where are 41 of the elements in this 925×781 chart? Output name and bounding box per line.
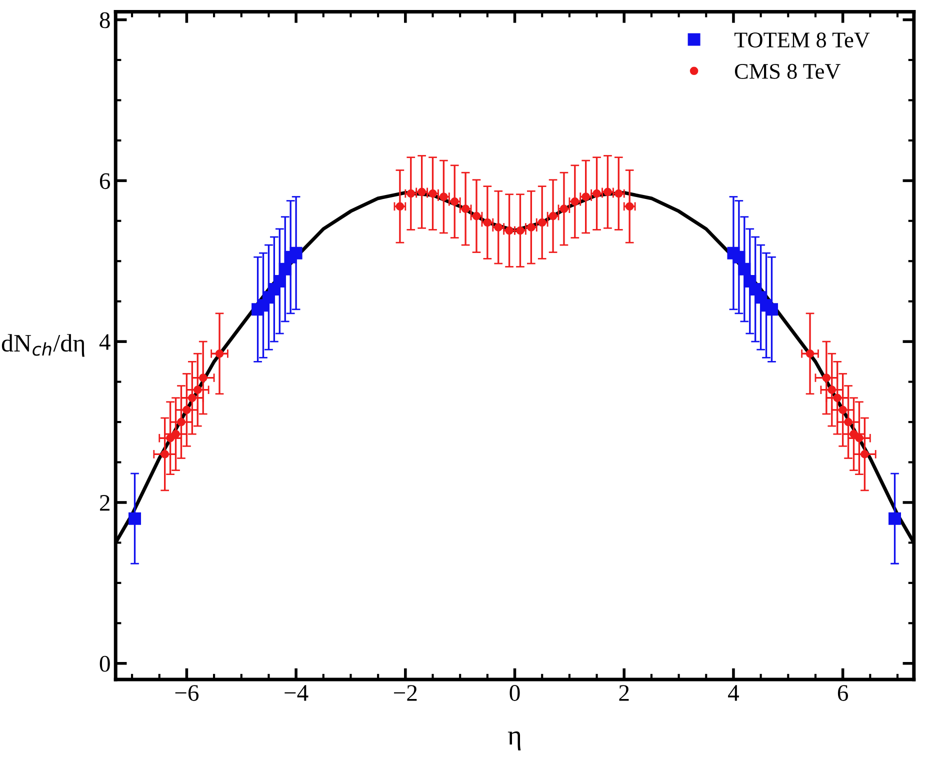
y-axis-title: dN$_{ch}$/dη [2,334,84,357]
point [738,262,751,276]
point [160,450,169,458]
x-tick-label: −4 [284,685,308,701]
point [273,274,286,288]
point [166,434,174,442]
point [290,246,302,260]
y-tick-label: 4 [99,334,110,350]
point [850,430,858,438]
point [128,512,142,525]
x-tick-label: −6 [175,685,199,701]
point [172,430,180,438]
point [182,406,191,414]
point [177,418,186,426]
y-tick-label: 2 [100,495,110,511]
point [278,262,292,276]
point [888,512,902,525]
point [833,394,842,402]
point [822,374,831,382]
y-tick-label: 8 [100,12,110,28]
x-tick-label: 2 [619,685,629,701]
point [188,394,196,402]
x-axis-title: η [508,731,521,750]
point [198,374,208,382]
y-tick-label: 6 [100,173,110,190]
x-tick-label: 4 [728,685,739,701]
x-tick-label: 0 [510,685,520,701]
legend-label: TOTEM 8 TeV [734,32,870,48]
point [855,434,864,442]
point [732,250,746,264]
x-tick-label: −2 [394,685,417,701]
point [860,450,869,458]
point [838,406,847,414]
point [193,386,202,394]
legend-label: CMS 8 TeV [734,64,841,80]
point [806,349,814,358]
point [828,386,836,394]
point [844,418,852,426]
point [215,349,224,358]
y-tick-label: 0 [100,656,110,672]
x-tick-label: 6 [838,685,848,701]
